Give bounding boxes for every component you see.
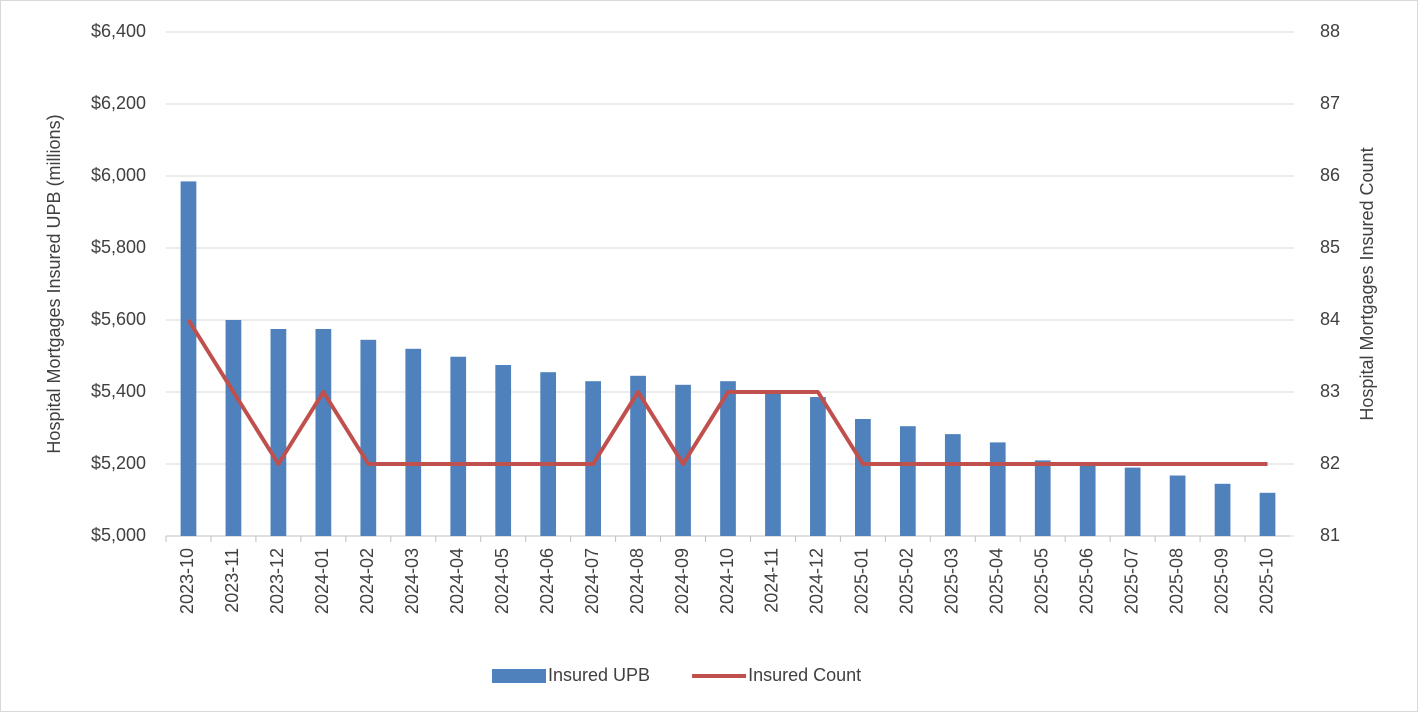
bar [810, 397, 826, 536]
x-tick-label: 2025-06 [1076, 548, 1096, 614]
bar [1034, 460, 1051, 536]
x-tick-label: 2025-07 [1121, 548, 1141, 614]
y-tick-label: $5,800 [91, 237, 146, 257]
bar [765, 390, 781, 536]
bar [1259, 492, 1276, 536]
y-tick-label: $5,200 [91, 453, 146, 473]
bar [899, 426, 916, 536]
bar [1124, 467, 1141, 536]
bar [405, 348, 422, 536]
bar [944, 434, 961, 536]
x-tick-label: 2025-01 [852, 548, 872, 614]
bar [360, 339, 377, 536]
legend-swatch [492, 669, 546, 683]
bar [630, 375, 646, 536]
y-tick-label: $5,000 [91, 525, 146, 545]
x-tick-label: 2024-07 [582, 548, 602, 614]
y2-axis-title: Hospital Mortgages Insured Count [1357, 147, 1377, 420]
bar [270, 329, 287, 536]
x-tick-label: 2023-11 [222, 548, 242, 613]
bar [989, 442, 1006, 536]
y-tick-label: $6,200 [91, 93, 146, 113]
bar [315, 329, 332, 536]
x-tick-label: 2025-05 [1031, 548, 1051, 614]
x-tick-label: 2024-11 [762, 548, 782, 613]
x-tick-label: 2024-12 [807, 548, 827, 614]
x-tick-label: 2025-08 [1166, 548, 1186, 614]
bar [720, 381, 736, 536]
bar [855, 419, 871, 536]
bar [1079, 462, 1096, 536]
bar [1169, 475, 1186, 536]
bar [585, 381, 601, 536]
x-tick-label: 2024-10 [717, 548, 737, 614]
x-tick-label: 2024-03 [402, 548, 422, 614]
bar [540, 372, 557, 536]
y2-tick-label: 82 [1320, 453, 1340, 473]
y2-tick-label: 83 [1320, 381, 1340, 401]
y-tick-label: $6,000 [91, 165, 146, 185]
y2-tick-label: 88 [1320, 21, 1340, 41]
y-tick-label: $5,600 [91, 309, 146, 329]
x-tick-label: 2025-04 [987, 548, 1007, 614]
x-tick-label: 2023-12 [267, 548, 287, 614]
x-tick-label: 2025-02 [897, 548, 917, 614]
x-tick-label: 2024-04 [447, 548, 467, 614]
x-tick-label: 2024-08 [627, 548, 647, 614]
y2-tick-label: 86 [1320, 165, 1340, 185]
y-tick-label: $6,400 [91, 21, 146, 41]
bar [495, 365, 512, 536]
bar [180, 181, 197, 536]
y2-tick-label: 84 [1320, 309, 1340, 329]
bar [1214, 483, 1231, 536]
y-tick-label: $5,400 [91, 381, 146, 401]
y2-tick-label: 85 [1320, 237, 1340, 257]
y-axis-title: Hospital Mortgages Insured UPB (millions… [44, 114, 64, 453]
legend-label: Insured UPB [548, 665, 650, 685]
x-tick-label: 2025-03 [942, 548, 962, 614]
x-tick-label: 2023-10 [177, 548, 197, 614]
y2-tick-label: 81 [1320, 525, 1340, 545]
x-tick-label: 2024-01 [312, 548, 332, 614]
line [186, 318, 1268, 466]
x-tick-label: 2024-09 [672, 548, 692, 614]
x-tick-label: 2025-09 [1211, 548, 1231, 614]
legend-label: Insured Count [748, 665, 861, 685]
x-tick-label: 2024-05 [492, 548, 512, 614]
x-tick-label: 2024-06 [537, 548, 557, 614]
bar [450, 356, 467, 536]
x-tick-label: 2024-02 [357, 548, 377, 614]
bar [225, 320, 242, 536]
y2-tick-label: 87 [1320, 93, 1340, 113]
x-tick-label: 2025-10 [1256, 548, 1276, 614]
